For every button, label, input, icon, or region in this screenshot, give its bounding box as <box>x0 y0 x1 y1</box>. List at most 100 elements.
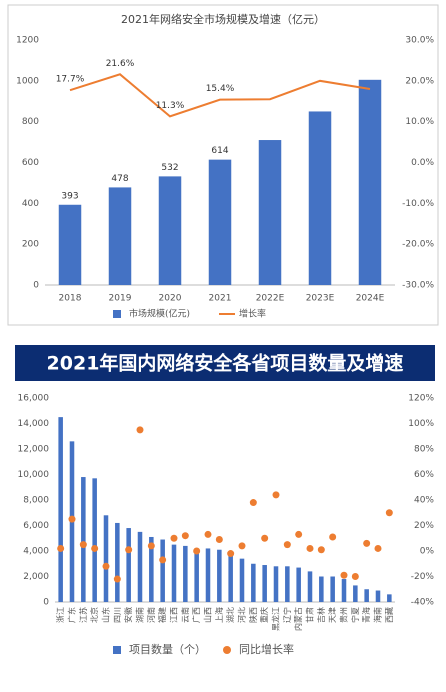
bar <box>262 565 267 602</box>
y-tick-label: 200 <box>22 240 39 250</box>
x-tick-label: 甘肃 <box>305 607 315 623</box>
y-tick-label: 800 <box>22 117 39 127</box>
x-tick-label: 重庆 <box>259 607 269 623</box>
x-tick-label: 2020 <box>159 294 182 304</box>
x-tick-label: 湖北 <box>226 607 235 623</box>
dot <box>363 539 371 547</box>
y2-tick-label: 30.0% <box>405 36 434 46</box>
y2-tick-label: 0.0% <box>411 158 434 168</box>
y-tick-label: 8,000 <box>23 496 49 506</box>
bar <box>217 549 222 602</box>
bar <box>258 140 282 285</box>
dot <box>136 426 144 434</box>
dot <box>317 546 325 554</box>
y-tick-label: 1200 <box>16 36 39 46</box>
x-tick-label: 2024E <box>356 294 385 304</box>
x-tick-label: 2018 <box>59 294 82 304</box>
y2-tick-label: 60% <box>414 470 434 480</box>
x-tick-label: 宁夏 <box>350 607 360 623</box>
dot <box>79 541 87 549</box>
bar <box>81 477 86 602</box>
x-tick-label: 四川 <box>113 607 122 623</box>
dot <box>159 556 167 564</box>
y-tick-label: 16,000 <box>18 394 50 404</box>
bar <box>115 522 120 602</box>
x-tick-label: 陕西 <box>248 607 258 623</box>
bar <box>308 111 332 285</box>
dot <box>215 536 223 544</box>
dot <box>193 547 201 555</box>
y2-tick-label: 0% <box>420 547 435 557</box>
y2-tick-label: -40% <box>411 598 435 608</box>
data-label: 11.3% <box>156 101 185 111</box>
dot <box>102 562 110 570</box>
data-label: 17.7% <box>56 75 85 85</box>
x-tick-label: 河北 <box>237 607 247 623</box>
bar <box>108 187 132 285</box>
y-tick-label: 12,000 <box>18 445 50 455</box>
y-tick-label: 6,000 <box>23 521 49 531</box>
bar <box>341 579 347 602</box>
dot <box>238 542 246 550</box>
dot <box>385 509 393 517</box>
y-tick-label: 1000 <box>16 76 39 86</box>
dot <box>91 544 99 552</box>
y2-tick-label: 40% <box>414 496 434 506</box>
x-tick-label: 吉林 <box>316 607 326 623</box>
legend-label: 增长率 <box>239 308 266 320</box>
bar <box>239 558 245 602</box>
x-tick-label: 福建 <box>157 607 167 623</box>
bar <box>58 417 63 602</box>
bar <box>158 176 182 285</box>
bar <box>149 536 154 602</box>
chart-title: 2021年网络安全市场规模及增速（亿元） <box>121 12 325 26</box>
y2-tick-label: -20.0% <box>402 240 434 250</box>
bar <box>171 544 177 602</box>
bar <box>296 567 301 602</box>
bar <box>353 585 358 602</box>
bar <box>126 528 131 602</box>
dot <box>283 541 291 549</box>
x-tick-label: 山东 <box>101 607 111 623</box>
dot <box>249 499 257 507</box>
y-tick-label: 2,000 <box>23 572 49 582</box>
data-label: 614 <box>211 146 228 156</box>
chart-title: 2021年国内网络安全各省项目数量及增速 <box>47 352 404 375</box>
x-tick-label: 2022E <box>256 294 285 304</box>
bar <box>208 159 232 285</box>
dot <box>329 533 337 541</box>
y-tick-label: 600 <box>22 158 39 168</box>
data-label: 532 <box>161 163 178 173</box>
y2-tick-label: 10.0% <box>405 117 434 127</box>
bar <box>194 548 199 602</box>
dot <box>113 575 121 583</box>
x-tick-label: 2023E <box>306 294 335 304</box>
x-tick-label: 天津 <box>327 607 337 623</box>
bar <box>251 563 256 602</box>
x-tick-label: 辽宁 <box>282 607 292 623</box>
data-label: 393 <box>61 191 78 201</box>
x-tick-label: 浙江 <box>55 607 65 623</box>
bar <box>160 539 165 602</box>
dot <box>170 534 178 542</box>
y2-tick-label: -20% <box>411 572 435 582</box>
x-tick-label: 西藏 <box>384 607 394 623</box>
y-tick-label: 10,000 <box>18 470 50 480</box>
x-tick-label: 2019 <box>109 294 132 304</box>
bar <box>364 589 369 602</box>
line <box>69 73 371 118</box>
x-tick-label: 云南 <box>180 607 190 623</box>
bar <box>307 571 313 602</box>
y2-tick-label: 20% <box>414 521 434 531</box>
bar <box>319 576 324 602</box>
y-tick-label: 0 <box>33 281 39 291</box>
legend-swatch <box>223 646 231 654</box>
x-tick-label: 江西 <box>170 607 179 623</box>
x-tick-label: 上海 <box>214 607 224 623</box>
x-tick-label: 广西 <box>191 607 201 623</box>
dot <box>306 544 314 552</box>
bar <box>330 576 335 602</box>
x-tick-label: 2021 <box>209 294 232 304</box>
y2-tick-label: -10.0% <box>402 199 434 209</box>
bar <box>358 79 382 285</box>
